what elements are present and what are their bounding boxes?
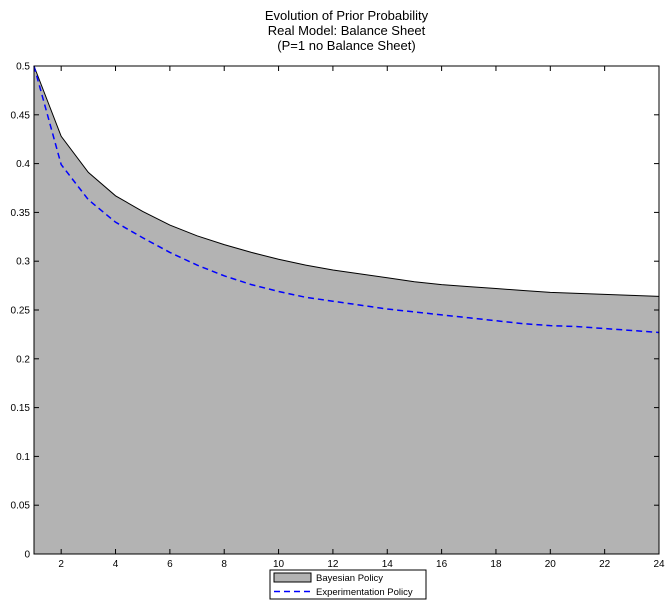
x-tick-label: 14 <box>382 559 394 570</box>
bayesian-policy-line <box>33 65 660 297</box>
y-tick-label: 0.4 <box>16 159 30 170</box>
y-tick-label: 0.3 <box>16 257 30 268</box>
y-tick-label: 0.05 <box>11 501 31 512</box>
legend: Bayesian Policy Experimentation Policy <box>269 569 427 600</box>
plot-area <box>33 65 660 554</box>
axes: 00.050.10.150.20.250.30.350.40.450.52 4 6 8… <box>11 62 665 571</box>
x-tick-label: 10 <box>273 559 285 570</box>
x-tick-label: 18 <box>490 559 502 570</box>
x-tick-label: 20 <box>545 559 557 570</box>
y-tick-label: 0.15 <box>11 403 31 414</box>
x-tick-label: 4 <box>113 559 119 570</box>
x-tick-label: 2 <box>58 559 64 570</box>
y-tick-label: 0.2 <box>16 354 30 365</box>
x-tick-label: 6 <box>167 559 173 570</box>
legend-swatch-bayesian <box>273 572 312 583</box>
y-tick-label: 0.5 <box>16 62 30 73</box>
title-line-1: Evolution of Prior Probability <box>265 8 429 23</box>
y-tick-label: 0.25 <box>11 306 31 317</box>
legend-label-bayesian: Bayesian Policy <box>316 573 383 584</box>
y-tick-label: 0.35 <box>11 208 31 219</box>
y-tick-label: 0 <box>24 550 30 561</box>
x-tick-label: 8 <box>221 559 227 570</box>
x-tick-label: 22 <box>599 559 611 570</box>
x-tick-label: 16 <box>436 559 448 570</box>
y-tick-label: 0.45 <box>11 110 31 121</box>
x-tick-label: 12 <box>327 559 339 570</box>
x-tick-label: 24 <box>653 559 665 570</box>
y-tick-label: 0.1 <box>16 452 30 463</box>
bayesian-policy-area <box>34 66 659 554</box>
legend-label-experimentation: Experimentation Policy <box>316 587 413 598</box>
title-line-2: Real Model: Balance Sheet <box>268 23 426 38</box>
title-line-3: (P=1 no Balance Sheet) <box>277 38 415 53</box>
